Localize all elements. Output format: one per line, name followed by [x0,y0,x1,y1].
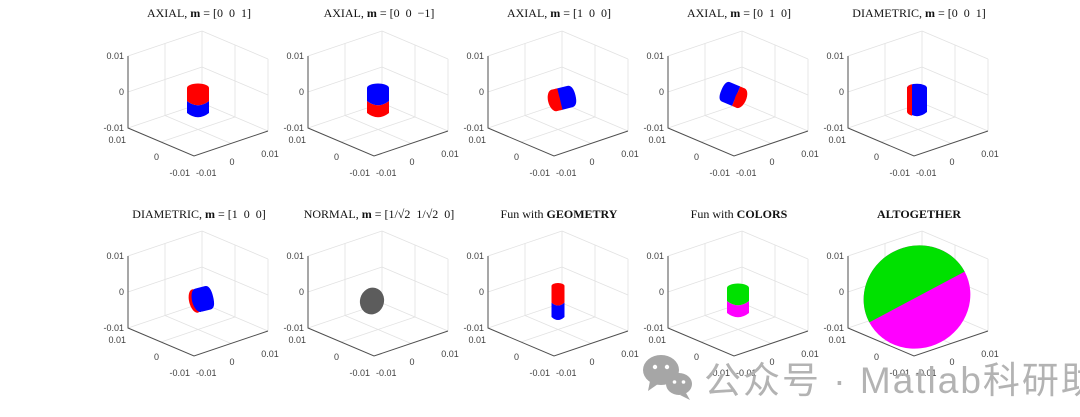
title-pre: AXIAL, [686,6,731,20]
subplot-title-3: AXIAL, m = [1 0 0] [446,6,654,21]
subplot-normal [282,230,460,379]
title-bold: GEOMETRY [546,207,618,221]
subplot-axial-y [642,30,820,179]
title-post: = [1 0 0] [560,6,612,20]
magnet [845,226,989,368]
title-bold: m [550,6,561,20]
title-post: = [0 0 −1] [376,6,435,20]
title-post: = [0 1 0] [740,6,792,20]
magnet [727,283,749,318]
title-bold: m [924,6,935,20]
wechat-icon [643,355,692,400]
subplot-axial-z-plus [102,30,280,179]
subplot-title-1: AXIAL, m = [0 0 1] [86,6,294,21]
magnet [367,83,389,118]
magnet [545,84,579,113]
magnet [717,80,750,110]
title-post: = [0 0 1] [200,6,252,20]
subplot-diametric-x [102,230,280,379]
watermark-text: 公众号 · Matlab科研助手 [704,360,1080,401]
title-pre: Fun with [500,207,547,221]
watermark: 公众号 · Matlab科研助手 [642,350,1080,404]
title-post: = [1 0 0] [214,207,266,221]
title-bold: m [730,6,741,20]
title-bold: m [190,6,201,20]
title-pre: DIAMETRIC, [132,207,205,221]
magnet [187,83,209,118]
title-post: = [1/√2 1/√2 0] [371,207,455,221]
subplot-axial-x [462,30,640,179]
magnet [907,83,927,117]
magnet [356,284,388,318]
subplot-title-10: ALTOGETHER [806,207,1014,222]
subplot-title-8: Fun with GEOMETRY [446,207,654,222]
subplot-title-6: DIAMETRIC, m = [1 0 0] [86,207,294,222]
title-post: = [0 0 1] [934,6,986,20]
subplot-title-7: NORMAL, m = [1/√2 1/√2 0] [266,207,474,222]
title-bold: ALTOGETHER [876,207,962,221]
subplot-title-5: DIAMETRIC, m = [0 0 1] [806,6,1014,21]
title-bold: m [366,6,377,20]
subplot-axial-z-minus [282,30,460,179]
title-bold: m [204,207,215,221]
subplot-title-4: AXIAL, m = [0 1 0] [626,6,834,21]
title-pre: AXIAL, [323,6,367,20]
magnet [186,284,216,315]
title-pre: AXIAL, [506,6,551,20]
title-pre: NORMAL, [303,207,362,221]
title-bold: m [361,207,372,221]
subplot-title-9: Fun with COLORS [626,207,834,222]
title-pre: AXIAL, [146,6,191,20]
subplot-title-2: AXIAL, m = [0 0 −1] [266,6,474,21]
subplot-geometry [462,230,640,379]
magnet [551,283,565,320]
title-pre: Fun with [690,207,737,221]
title-pre: DIAMETRIC, [852,6,925,20]
subplot-diametric-z [822,30,1000,179]
title-bold: COLORS [736,207,788,221]
